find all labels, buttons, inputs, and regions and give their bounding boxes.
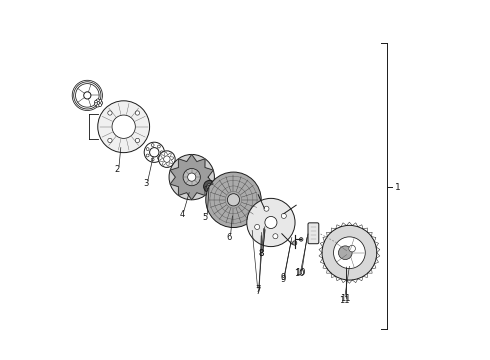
Circle shape [227,194,240,206]
Circle shape [97,101,100,105]
Text: 4: 4 [179,210,185,219]
Circle shape [157,145,160,148]
Circle shape [151,144,154,147]
Circle shape [72,80,102,111]
Circle shape [265,216,277,229]
Circle shape [149,148,159,157]
FancyBboxPatch shape [308,223,319,244]
Circle shape [144,142,164,162]
Circle shape [293,241,297,245]
Circle shape [84,92,91,99]
Text: 10: 10 [294,269,304,278]
Circle shape [100,102,102,104]
Circle shape [151,158,154,161]
Circle shape [146,148,149,150]
Circle shape [188,173,196,181]
Text: 8: 8 [259,249,264,258]
Circle shape [98,101,149,153]
Circle shape [97,104,99,107]
Circle shape [349,245,355,252]
Circle shape [207,184,213,190]
Circle shape [135,111,140,115]
Text: 7: 7 [255,287,260,296]
Text: 8: 8 [259,249,264,258]
Circle shape [98,104,101,107]
Circle shape [95,103,98,105]
Text: 5: 5 [203,213,208,222]
Text: 2: 2 [115,165,120,174]
Text: 9: 9 [280,275,285,284]
Circle shape [206,172,261,228]
Circle shape [112,115,135,138]
Circle shape [160,151,163,154]
Circle shape [183,168,200,186]
Circle shape [108,138,112,143]
Polygon shape [170,154,213,200]
Circle shape [95,99,102,107]
Circle shape [135,138,140,143]
Text: 1: 1 [395,183,401,192]
Text: 11: 11 [340,294,350,302]
Circle shape [339,246,352,260]
Circle shape [255,224,260,229]
Circle shape [74,82,101,109]
Circle shape [169,154,215,200]
Circle shape [164,156,170,162]
Circle shape [334,237,365,269]
Text: 10: 10 [295,269,306,277]
Text: 7: 7 [255,285,260,294]
Text: 11: 11 [339,296,349,305]
Circle shape [273,234,278,239]
Circle shape [157,157,160,159]
Circle shape [95,100,98,103]
Circle shape [98,99,101,102]
Circle shape [146,154,149,157]
Circle shape [281,213,286,219]
Text: 6: 6 [226,233,231,242]
Circle shape [204,180,216,193]
Circle shape [108,111,112,115]
Text: 9: 9 [281,274,286,282]
Circle shape [247,198,295,247]
Text: 3: 3 [143,179,148,188]
Circle shape [75,84,99,107]
Circle shape [159,151,175,167]
Circle shape [264,206,269,211]
Circle shape [322,225,377,280]
Circle shape [97,99,99,102]
Circle shape [299,238,303,241]
